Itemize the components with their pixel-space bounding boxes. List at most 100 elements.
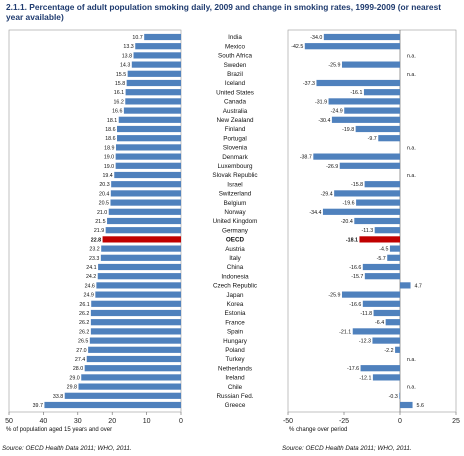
left-bar	[115, 162, 181, 169]
country-label: New Zealand	[216, 117, 254, 124]
country-label: Portugal	[223, 135, 246, 142]
right-data-label: 5.6	[417, 403, 424, 409]
right-data-label: -5.7	[377, 256, 386, 262]
country-label: Sweden	[224, 62, 247, 69]
right-bar	[400, 282, 411, 289]
country-label: Denmark	[222, 154, 248, 161]
left-x-tick-label: 40	[40, 418, 48, 425]
right-x-tick-label: 0	[398, 418, 402, 425]
right-bar	[362, 300, 400, 307]
chart-title: 2.1.1. Percentage of adult population sm…	[6, 2, 442, 22]
right-bar	[395, 346, 400, 353]
country-label: India	[228, 34, 242, 41]
right-bar	[378, 135, 400, 142]
country-label: OECD	[226, 237, 245, 244]
left-data-label: 23.2	[89, 247, 99, 253]
left-bar	[101, 245, 181, 252]
country-label: Austria	[225, 246, 245, 253]
left-x-axis-title: % of population aged 15 years and over	[6, 427, 112, 433]
right-x-tick-label: -50	[283, 418, 293, 425]
country-label: Finland	[225, 126, 246, 133]
country-label: Korea	[227, 301, 244, 308]
right-x-tick-label: -25	[339, 418, 349, 425]
left-data-label: 15.8	[115, 81, 125, 87]
left-data-label: 13.8	[122, 53, 132, 59]
right-bar	[322, 208, 400, 215]
country-label: Norway	[224, 209, 246, 216]
country-label: Ireland	[225, 375, 245, 382]
right-bar	[313, 153, 400, 160]
right-data-label: -25.9	[328, 293, 340, 299]
country-label: Australia	[223, 108, 248, 115]
left-data-label: 19.0	[104, 155, 114, 161]
country-label: Chile	[228, 384, 243, 391]
right-bar	[364, 181, 400, 188]
right-bar	[385, 319, 400, 326]
right-data-label: -26.9	[326, 164, 338, 170]
left-bar	[144, 33, 181, 41]
left-x-tick-label: 10	[143, 418, 151, 425]
right-bar	[356, 199, 400, 206]
left-bar	[108, 208, 181, 215]
right-na-label: n.a.	[407, 145, 416, 151]
right-bar	[400, 401, 413, 409]
left-bar	[88, 346, 181, 353]
country-label: Mexico	[225, 43, 245, 50]
left-bar	[110, 199, 181, 206]
left-bar	[64, 392, 181, 399]
right-bar	[341, 61, 400, 68]
left-x-tick-label: 0	[179, 418, 183, 425]
left-data-label: 18.1	[107, 118, 117, 124]
left-data-label: 26.2	[79, 311, 89, 317]
right-data-label: -6.4	[375, 320, 384, 326]
country-label: Slovenia	[223, 145, 248, 152]
right-bar	[374, 227, 400, 234]
country-label: United Kingdom	[213, 218, 258, 225]
country-label: Poland	[225, 347, 245, 354]
left-source-note: Source: OECD Health Data 2011; WHO, 2011…	[2, 445, 132, 452]
right-data-label: -9.7	[368, 136, 377, 142]
left-data-label: 29.8	[67, 385, 77, 391]
left-data-label: 27.0	[76, 348, 86, 354]
country-label: Spain	[227, 329, 244, 336]
right-data-label: -15.8	[351, 182, 363, 188]
right-bar	[341, 291, 400, 298]
left-bar	[110, 190, 181, 197]
right-data-label: -25.9	[328, 63, 340, 69]
right-bar	[331, 116, 400, 123]
right-data-label: -19.6	[343, 201, 355, 207]
right-data-label: -16.6	[349, 265, 361, 271]
left-bar	[98, 263, 181, 271]
right-na-label: n.a.	[407, 53, 416, 59]
left-bar	[105, 227, 181, 234]
right-data-label: -11.8	[360, 311, 372, 317]
left-data-label: 15.5	[116, 72, 126, 78]
left-data-label: 26.2	[79, 320, 89, 326]
left-bar	[102, 236, 181, 243]
right-bar	[389, 245, 400, 252]
left-bar	[123, 107, 181, 114]
right-bar	[339, 162, 400, 169]
country-label: United States	[216, 89, 254, 96]
left-data-label: 28.0	[73, 366, 83, 372]
left-bar	[135, 43, 181, 50]
country-label: France	[225, 319, 245, 326]
right-data-label: -12.1	[359, 375, 371, 381]
right-bar	[323, 33, 400, 41]
country-label: Belgium	[224, 200, 247, 207]
left-data-label: 21.5	[95, 219, 105, 225]
right-data-label: -12.3	[359, 339, 371, 345]
left-data-label: 24.9	[84, 293, 94, 299]
right-data-label: -34.0	[310, 35, 322, 41]
right-data-label: -2.2	[384, 348, 393, 354]
right-bar	[304, 43, 400, 50]
right-data-label: -30.4	[318, 118, 330, 124]
country-label: Brazil	[227, 71, 243, 78]
right-bar	[316, 79, 400, 87]
left-data-label: 16.2	[113, 99, 123, 105]
right-data-label: -20.4	[341, 219, 353, 225]
left-data-label: 18.6	[105, 136, 115, 142]
right-bar	[387, 254, 400, 261]
right-bar	[359, 236, 400, 243]
